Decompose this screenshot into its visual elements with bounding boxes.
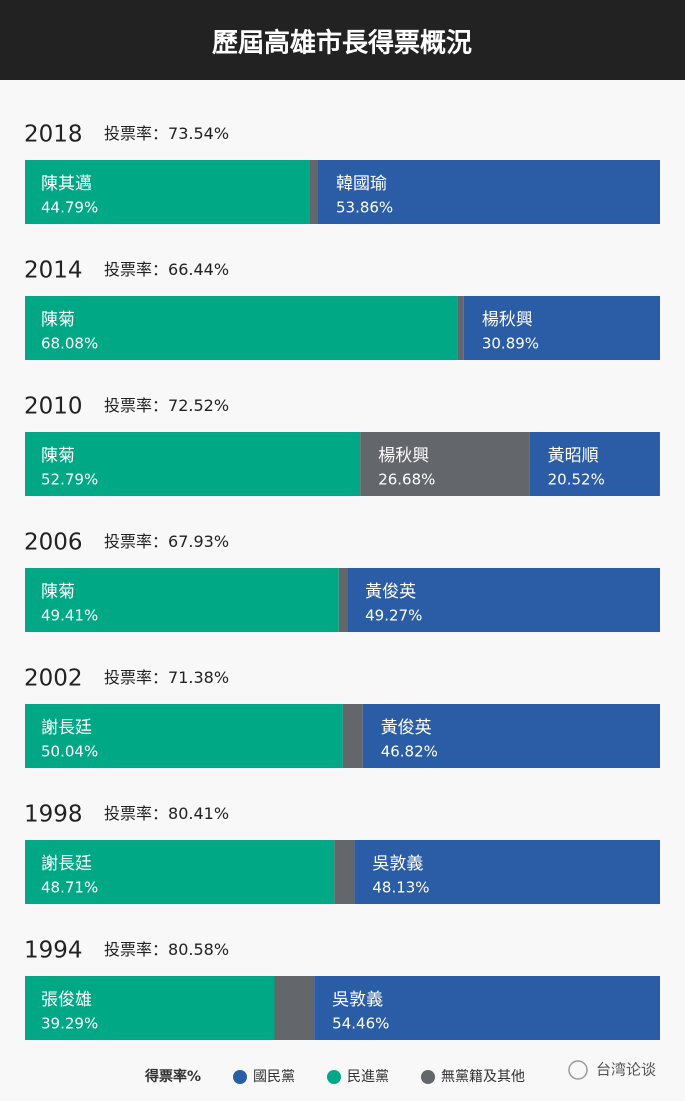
year: 1998: [24, 802, 83, 828]
legend-label: 國民黨: [253, 1069, 295, 1085]
bar-segment: [360, 432, 530, 496]
vote-share: 46.82%: [381, 743, 438, 761]
turnout: 投票率：80.41%: [104, 804, 229, 823]
title: 歷屆高雄市長得票概況: [212, 28, 472, 59]
bar-segment: [25, 160, 310, 224]
bar-segment: [317, 160, 660, 224]
turnout-value: 67.93%: [168, 532, 229, 551]
turnout-prefix: 投票率：: [104, 668, 168, 687]
bar-segment: [25, 976, 275, 1040]
vote-share: 49.41%: [41, 607, 98, 625]
turnout-prefix: 投票率：: [104, 532, 168, 551]
candidate: 陳菊: [41, 310, 75, 330]
candidate: 楊秋興: [482, 310, 533, 330]
vote-share: 39.29%: [41, 1015, 98, 1033]
candidate: 陳其邁: [41, 174, 92, 194]
candidate: 吳敦義: [332, 990, 383, 1010]
vote-share: 54.46%: [332, 1015, 389, 1033]
turnout-value: 80.58%: [168, 940, 229, 959]
bar-segment: [25, 568, 339, 632]
turnout-prefix: 投票率：: [104, 940, 168, 959]
bar-segment: [347, 568, 660, 632]
turnout-prefix: 投票率：: [104, 396, 168, 415]
candidate: 黃俊英: [381, 718, 432, 738]
bar-segment: [334, 840, 355, 904]
candidate: 吳敦義: [372, 854, 423, 874]
bar-segment: [309, 160, 318, 224]
bar-segment: [25, 704, 343, 768]
vote-share: 68.08%: [41, 335, 98, 353]
bar-segment: [362, 704, 660, 768]
watermark-icon: [568, 1060, 588, 1080]
vote-share: 20.52%: [548, 471, 605, 489]
turnout: 投票率：67.93%: [104, 532, 229, 551]
bar-segment: [338, 568, 348, 632]
legend-label: 無黨籍及其他: [441, 1068, 525, 1085]
turnout: 投票率：73.54%: [104, 124, 229, 143]
vote-share: 50.04%: [41, 743, 98, 761]
header-bar: [0, 0, 685, 80]
turnout-value: 71.38%: [168, 668, 229, 687]
bar-segment: [529, 432, 660, 496]
year: 2018: [24, 122, 83, 148]
candidate: 謝長廷: [41, 718, 92, 738]
vote-share: 53.86%: [336, 199, 393, 217]
turnout: 投票率：72.52%: [104, 396, 229, 415]
turnout: 投票率：71.38%: [104, 668, 229, 687]
bar-segment: [463, 296, 660, 360]
turnout: 投票率：66.44%: [104, 260, 229, 279]
candidate: 黃昭順: [548, 446, 599, 466]
legend-title: 得票率%: [144, 1068, 201, 1085]
bar-segment: [274, 976, 315, 1040]
vote-share: 48.13%: [372, 879, 429, 897]
turnout-prefix: 投票率：: [104, 260, 168, 279]
year: 1994: [24, 938, 83, 964]
turnout-prefix: 投票率：: [104, 804, 168, 823]
turnout-value: 73.54%: [168, 124, 229, 143]
legend-label: 民進黨: [347, 1069, 389, 1085]
vote-share: 26.68%: [378, 471, 435, 489]
candidate: 楊秋興: [378, 446, 429, 466]
bar-segment: [25, 296, 458, 360]
bar-segment: [314, 976, 660, 1040]
vote-share: 49.27%: [365, 607, 422, 625]
candidate: 陳菊: [41, 582, 75, 602]
legend-swatch: [421, 1070, 435, 1084]
vote-share: 30.89%: [482, 335, 539, 353]
legend-swatch: [327, 1070, 341, 1084]
bar-segment: [354, 840, 660, 904]
candidate: 韓國瑜: [336, 174, 387, 194]
turnout-value: 66.44%: [168, 260, 229, 279]
bar-segment: [457, 296, 464, 360]
bar-segment: [342, 704, 363, 768]
year: 2010: [24, 394, 83, 420]
bar-segment: [25, 840, 335, 904]
candidate: 黃俊英: [365, 582, 416, 602]
legend-swatch: [233, 1070, 247, 1084]
year: 2002: [24, 666, 83, 692]
year: 2006: [24, 530, 83, 556]
watermark: 台湾论谈: [596, 1061, 656, 1079]
vote-share: 52.79%: [41, 471, 98, 489]
turnout-value: 80.41%: [168, 804, 229, 823]
vote-share: 44.79%: [41, 199, 98, 217]
candidate: 謝長廷: [41, 854, 92, 874]
turnout-value: 72.52%: [168, 396, 229, 415]
turnout: 投票率：80.58%: [104, 940, 229, 959]
vote-share: 48.71%: [41, 879, 98, 897]
year: 2014: [24, 258, 83, 284]
turnout-prefix: 投票率：: [104, 124, 168, 143]
bar-segment: [25, 432, 361, 496]
candidate: 張俊雄: [41, 990, 92, 1010]
candidate: 陳菊: [41, 446, 75, 466]
